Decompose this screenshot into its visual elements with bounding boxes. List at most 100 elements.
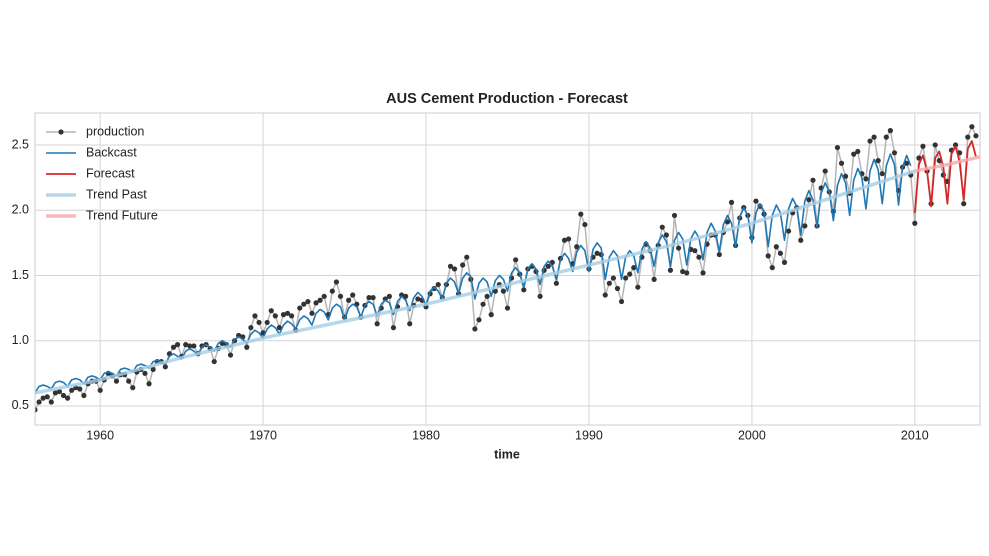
data-point bbox=[264, 319, 270, 326]
data-point bbox=[765, 253, 771, 259]
x-tick-label: 1970 bbox=[249, 428, 277, 442]
data-point bbox=[248, 325, 254, 331]
data-point bbox=[113, 378, 120, 384]
data-point bbox=[276, 325, 282, 331]
data-point bbox=[842, 173, 849, 179]
data-point bbox=[883, 134, 889, 140]
data-point bbox=[684, 270, 690, 276]
data-point bbox=[777, 250, 784, 256]
data-point bbox=[521, 287, 527, 293]
data-point bbox=[659, 224, 665, 230]
series-line bbox=[914, 155, 980, 173]
data-point bbox=[126, 378, 132, 384]
data-point bbox=[187, 343, 193, 349]
y-tick-label: 0.5 bbox=[12, 398, 29, 412]
data-point bbox=[561, 237, 568, 243]
data-point bbox=[337, 293, 344, 299]
data-point bbox=[663, 232, 669, 238]
data-point bbox=[64, 395, 71, 401]
data-point bbox=[297, 305, 303, 311]
data-point bbox=[484, 293, 490, 299]
data-point bbox=[623, 275, 629, 281]
data-point bbox=[618, 298, 625, 305]
data-point bbox=[252, 313, 258, 319]
plot-frame bbox=[34, 112, 981, 426]
data-point bbox=[390, 325, 397, 331]
legend: production Backcast Forecast Trend Past Tren… bbox=[46, 124, 158, 222]
data-point bbox=[366, 295, 372, 301]
data-point bbox=[667, 267, 674, 273]
data-point bbox=[435, 281, 441, 288]
data-point bbox=[851, 151, 857, 157]
data-point bbox=[675, 245, 682, 251]
data-point bbox=[887, 128, 893, 134]
x-tick-label: 1960 bbox=[86, 428, 114, 442]
x-axis-label: time bbox=[494, 447, 520, 461]
data-point bbox=[680, 268, 686, 275]
data-point bbox=[415, 296, 421, 302]
legend-marker bbox=[58, 129, 64, 135]
data-point bbox=[912, 220, 918, 226]
series-line bbox=[35, 169, 916, 395]
data-point bbox=[769, 265, 775, 271]
x-tick-label: 1980 bbox=[412, 428, 440, 442]
data-point bbox=[488, 312, 494, 318]
data-point bbox=[447, 263, 454, 269]
data-point bbox=[871, 134, 877, 140]
data-point bbox=[610, 275, 617, 281]
data-point bbox=[834, 144, 841, 151]
data-point bbox=[48, 399, 54, 405]
data-point bbox=[863, 176, 869, 182]
legend-label: Trend Past bbox=[86, 187, 147, 201]
data-point bbox=[309, 310, 315, 316]
data-point bbox=[614, 285, 621, 292]
data-point bbox=[321, 293, 327, 299]
legend-label: Trend Future bbox=[86, 208, 158, 222]
y-tick-label: 1.5 bbox=[12, 268, 29, 282]
data-point bbox=[553, 280, 559, 286]
data-point bbox=[773, 244, 779, 250]
data-point bbox=[244, 344, 250, 350]
x-tick-label: 2000 bbox=[738, 428, 766, 442]
data-point bbox=[961, 201, 967, 207]
data-point bbox=[606, 280, 612, 286]
data-point bbox=[60, 392, 67, 399]
legend-label: Backcast bbox=[86, 145, 137, 159]
data-point bbox=[398, 292, 405, 298]
data-point bbox=[289, 313, 295, 319]
data-point bbox=[565, 236, 572, 242]
data-point bbox=[317, 297, 323, 303]
y-tick-label: 2.5 bbox=[12, 137, 29, 151]
data-point bbox=[952, 142, 959, 148]
data-point bbox=[920, 143, 926, 149]
data-point bbox=[480, 301, 486, 307]
data-point bbox=[806, 197, 812, 203]
data-point bbox=[256, 319, 262, 326]
data-point bbox=[867, 138, 873, 144]
series-line bbox=[913, 140, 977, 213]
data-point bbox=[403, 293, 409, 299]
data-point bbox=[965, 134, 971, 140]
data-point bbox=[492, 288, 498, 294]
data-point bbox=[81, 392, 87, 399]
data-point bbox=[700, 270, 706, 276]
data-point bbox=[374, 321, 380, 327]
data-point bbox=[802, 223, 808, 229]
data-point bbox=[36, 399, 42, 405]
data-point bbox=[781, 259, 788, 266]
data-point bbox=[174, 342, 181, 348]
data-point bbox=[97, 387, 103, 393]
data-point bbox=[130, 385, 136, 391]
data-point bbox=[671, 212, 678, 219]
data-point bbox=[504, 305, 511, 311]
data-point bbox=[346, 297, 352, 303]
data-point bbox=[904, 160, 910, 166]
marks bbox=[35, 124, 980, 413]
data-point bbox=[44, 394, 50, 400]
data-point bbox=[692, 248, 698, 254]
data-point bbox=[537, 293, 543, 299]
data-point bbox=[329, 288, 335, 294]
data-point bbox=[810, 177, 816, 183]
data-point bbox=[602, 292, 608, 298]
data-point bbox=[313, 300, 319, 306]
